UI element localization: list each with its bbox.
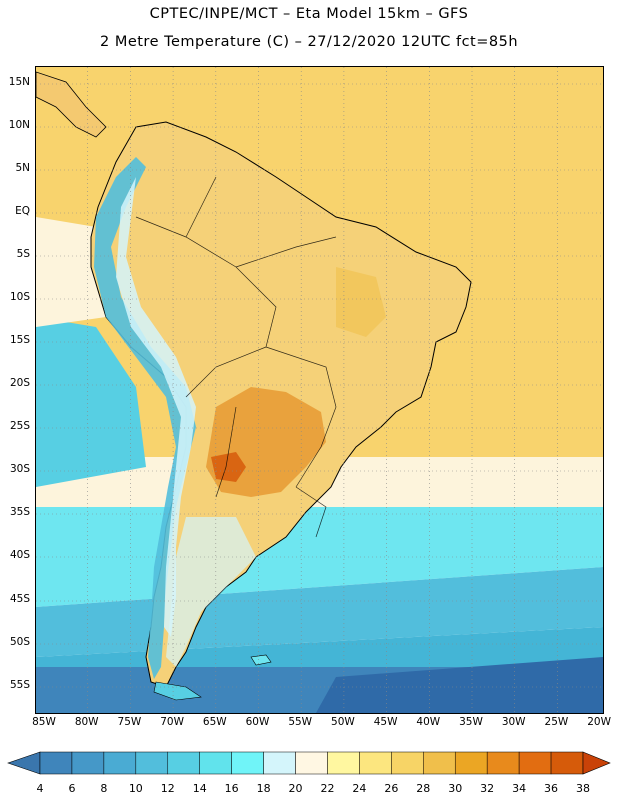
andes-light-strip: [116, 177, 196, 637]
colorbar-label: 26: [384, 782, 399, 795]
colorbar-swatch: [518, 751, 552, 775]
lat-label: 10S: [9, 291, 30, 303]
ocean-teal-band: [36, 317, 146, 487]
temperature-map: [36, 67, 603, 713]
falkland-islands: [250, 654, 272, 666]
colorbar-label: 24: [352, 782, 367, 795]
colorbar-swatch: [103, 751, 137, 775]
colorbar-swatch: [135, 751, 169, 775]
lon-label: 80W: [74, 716, 99, 728]
colorbar-swatch: [423, 751, 456, 775]
lat-label: 5S: [16, 248, 30, 260]
lat-label: 25S: [9, 420, 30, 432]
colorbar-label: 12: [160, 782, 175, 795]
lat-label: 40S: [9, 549, 30, 561]
colorbar-swatch: [454, 751, 488, 775]
lon-label: 55W: [288, 716, 313, 728]
colorbar-label: 38: [576, 782, 590, 795]
lon-label: 60W: [245, 716, 270, 728]
lat-label: 55S: [9, 679, 30, 691]
lat-label: 20S: [9, 377, 30, 389]
lat-label: 30S: [9, 463, 30, 475]
colorbar-swatch: [71, 751, 105, 775]
colorbar-swatch: [295, 751, 328, 775]
lon-label: 35W: [459, 716, 483, 728]
colorbar-swatch: [231, 751, 264, 775]
lat-label: 5N: [15, 162, 30, 174]
tierra-del-fuego: [153, 681, 202, 701]
colorbar-label: 32: [480, 782, 495, 795]
colorbar-label: 18: [256, 782, 271, 795]
colorbar-swatch: [263, 751, 296, 775]
lon-label: 50W: [331, 716, 355, 728]
hottest-core: [211, 452, 246, 482]
lon-label: 65W: [202, 716, 227, 728]
colorbar-swatch: [39, 751, 73, 775]
colorbar-swatch: [327, 751, 360, 775]
lat-label: 15S: [9, 334, 30, 346]
colorbar-label: 14: [192, 782, 207, 795]
colorbar-label: 10: [128, 782, 143, 795]
lon-label: 85W: [32, 716, 56, 728]
colorbar-label: 34: [512, 782, 527, 795]
central-brazil-warm: [336, 267, 386, 337]
colorbar-label: 30: [448, 782, 463, 795]
colorbar-label: 4: [36, 782, 44, 795]
colorbar-swatch: [359, 751, 392, 775]
colorbar-label: 8: [100, 782, 108, 795]
colorbar-label: 36: [544, 782, 559, 795]
lat-label: 45S: [9, 593, 30, 605]
lon-label: 70W: [160, 716, 184, 728]
lon-label: 75W: [117, 716, 142, 728]
colorbar-under-arrow: [7, 751, 41, 775]
title-line-1: CPTEC/INPE/MCT – Eta Model 15km – GFS: [149, 6, 469, 22]
title-line-2: 2 Metre Temperature (C) – 27/12/2020 12U…: [99, 34, 519, 50]
colorbar-label: 16: [224, 782, 239, 795]
gridlines: [36, 67, 603, 713]
colorbar-swatch: [391, 751, 424, 775]
lon-label: 25W: [544, 716, 569, 728]
lon-label: 45W: [373, 716, 398, 728]
lat-label: 50S: [9, 636, 30, 648]
colorbar-label: 28: [416, 782, 431, 795]
colorbar-label: 20: [288, 782, 303, 795]
lon-label: 40W: [416, 716, 441, 728]
colorbar-over-arrow: [582, 751, 611, 775]
colorbar-swatch: [199, 751, 232, 775]
lat-label: 10N: [8, 119, 30, 131]
lat-label: 15N: [8, 76, 30, 88]
lon-label: 30W: [501, 716, 526, 728]
colorbar-swatch: [167, 751, 200, 775]
colorbar-label: 22: [320, 782, 335, 795]
patagonia-cool: [166, 517, 256, 667]
colorbar-swatch: [486, 751, 520, 775]
ocean-deepest: [316, 657, 603, 713]
map-panel: [35, 66, 604, 714]
colorbar-swatch: [550, 751, 584, 775]
lat-label: 35S: [9, 506, 30, 518]
lon-label: 20W: [587, 716, 611, 728]
colorbar: [7, 751, 611, 775]
lat-label: EQ: [15, 205, 30, 217]
colorbar-label: 6: [68, 782, 76, 795]
central-america: [36, 71, 107, 138]
